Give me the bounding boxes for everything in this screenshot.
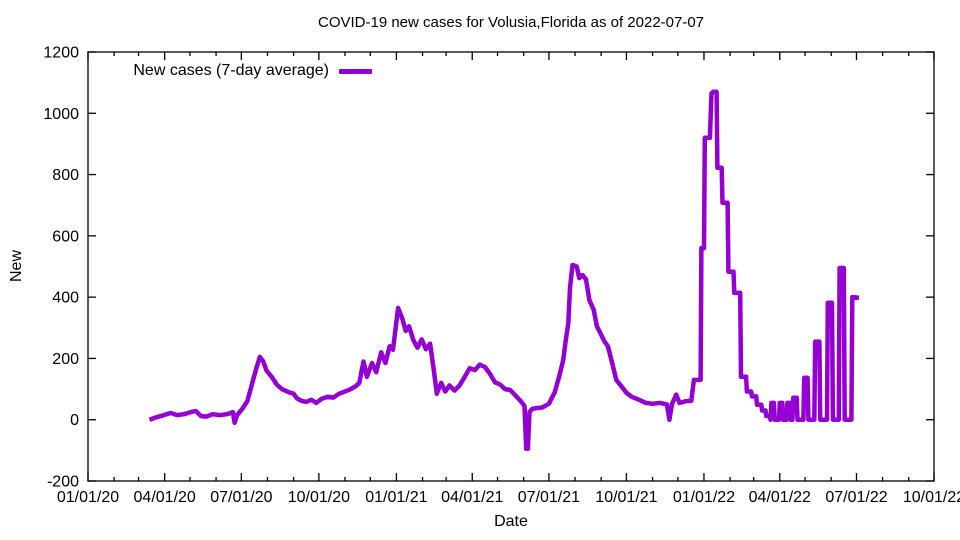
data-line [148, 89, 860, 452]
y-tick-label: 200 [52, 351, 79, 368]
y-tick-label: 0 [70, 412, 79, 429]
x-tick-label: 04/01/20 [134, 489, 196, 506]
y-tick-label: 600 [52, 228, 79, 245]
legend-label: New cases (7-day average) [133, 62, 329, 79]
x-tick-label: 10/01/21 [595, 489, 657, 506]
x-tick-label: 04/01/21 [441, 489, 503, 506]
y-axis-label: New [8, 249, 25, 283]
plot-border [87, 51, 935, 482]
y-tick-label: 400 [52, 290, 79, 307]
y-tick-label: 800 [52, 167, 79, 184]
x-tick-label: 01/01/21 [365, 489, 427, 506]
x-tick-label: 10/01/20 [288, 489, 350, 506]
x-tick-label: 07/01/22 [825, 489, 887, 506]
x-tick-label: 04/01/22 [749, 489, 811, 506]
x-tick-label: 07/01/20 [210, 489, 272, 506]
chart-title: COVID-19 new cases for Volusia,Florida a… [317, 14, 705, 31]
legend-line-sample [339, 68, 372, 74]
y-tick-label: 1200 [43, 45, 79, 62]
x-tick-label: 01/01/20 [57, 489, 119, 506]
x-tick-label: 01/01/22 [673, 489, 735, 506]
legend: New cases (7-day average) [133, 62, 372, 80]
x-tick-label: 10/01/22 [903, 489, 960, 506]
x-tick-label: 07/01/21 [518, 489, 580, 506]
x-axis-label: Date [494, 513, 528, 530]
y-tick-label: 1000 [43, 106, 79, 123]
y-tick-label: -200 [47, 474, 79, 491]
